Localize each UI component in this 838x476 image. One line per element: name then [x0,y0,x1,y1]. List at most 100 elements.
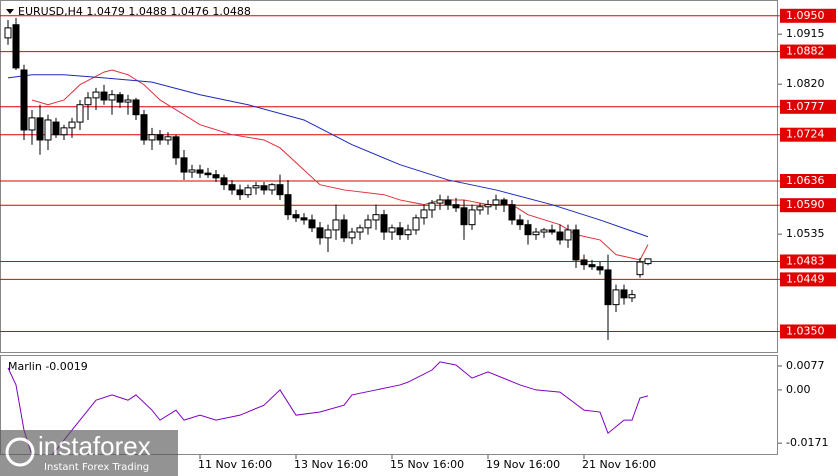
chart-title: EURUSD,H4 1.0479 1.0488 1.0476 1.0488 [18,5,251,18]
candle-body [132,99,140,116]
candle-body [76,104,84,123]
candle-body [60,127,68,136]
candle-body [44,119,52,141]
y-tick-label: 1.0590 [786,198,825,211]
candle-body [148,134,156,141]
candle-body [604,269,612,306]
candle-body [276,184,284,196]
y-tick-label: 1.0636 [786,174,825,187]
candle-body [628,294,636,299]
sub-plot [7,361,649,455]
y-tick-label: 1.0915 [786,27,825,40]
y-tick-label: 1.0777 [786,100,825,113]
candle-body [300,217,308,221]
candle-body [452,204,460,209]
candle-body [364,219,372,229]
candle-body [348,231,356,239]
candle-body [612,289,620,306]
candle-body [588,264,596,268]
y-tick-label: 1.0820 [786,77,825,90]
candle-body [508,204,516,221]
candle-body [428,202,436,211]
y-tick-label: 0.0077 [786,359,825,372]
candle-body [36,117,44,141]
y-tick-box [780,127,836,142]
y-tick-box [780,272,836,287]
candle-body [228,184,236,191]
watermark-icon [5,437,35,467]
candle-body [420,209,428,219]
watermark: instaforex Instant Forex Trading [0,430,178,476]
candle-body [124,99,132,103]
candle-body [596,266,604,271]
candle-body [12,24,20,69]
moving-average [7,74,649,238]
oscillator-line [7,361,649,455]
y-tick-label: 1.0449 [786,272,825,285]
candle-body [340,219,348,239]
candle-body [332,219,340,231]
y-tick-box [780,8,836,23]
main-frame [0,0,778,353]
candle-body [68,121,76,129]
x-tick-label: 13 Nov 16:00 [294,458,368,471]
y-tick-label: 1.0535 [786,227,825,240]
y-tick-label: 1.0882 [786,45,825,58]
x-tick-label: 11 Nov 16:00 [198,458,272,471]
y-tick-box [780,44,836,59]
candle-body [52,121,60,136]
y-tick-label: 0.00 [786,383,811,396]
y-tick-box [780,324,836,339]
candle-body [188,169,196,173]
watermark-tagline: Instant Forex Trading [44,462,149,473]
candle-body [492,199,500,206]
candle-body [28,117,36,131]
candle-body [516,219,524,226]
candle-body [356,227,364,233]
candle-body [220,177,228,186]
candle-body [4,27,12,39]
candle-body [436,199,444,204]
watermark-name: instaforex [38,431,151,461]
y-tick-box [780,173,836,188]
candle-body [108,94,116,101]
y-tick-box [780,198,836,213]
y-tick-label: -0.0171 [786,436,828,449]
y-tick-label: 1.0950 [786,9,825,22]
candle-body [116,94,124,103]
title-marker [6,9,14,14]
candle-body [476,206,484,211]
candle-body [388,227,396,233]
sub-frame [0,355,778,455]
x-tick-label: 19 Nov 16:00 [486,458,560,471]
candle-body [380,214,388,233]
candle-body [292,214,300,219]
candle-body [372,214,380,221]
indicator-title: Marlin -0.0019 [8,360,88,373]
candle-body [20,69,28,131]
candle-body [196,169,204,174]
candle-body [572,229,580,261]
candle-body [444,199,452,206]
y-tick-label: 1.0350 [786,324,825,337]
candle-body [180,157,188,173]
candle-body [268,184,276,191]
candle-body [172,136,180,159]
candle-body [548,229,556,233]
candle-body [156,134,164,141]
candle-body [396,227,404,236]
main-plot [0,15,778,340]
candle-body [500,199,508,206]
candle-body [252,185,260,189]
candle-body [532,231,540,236]
candle-body [284,194,292,216]
candle-body [564,229,572,241]
candle-body [236,189,244,196]
candle-body [84,97,92,106]
candle-body [580,259,588,266]
candle-body [164,136,172,141]
x-tick-label: 21 Nov 16:00 [582,458,656,471]
candle-body [140,114,148,141]
